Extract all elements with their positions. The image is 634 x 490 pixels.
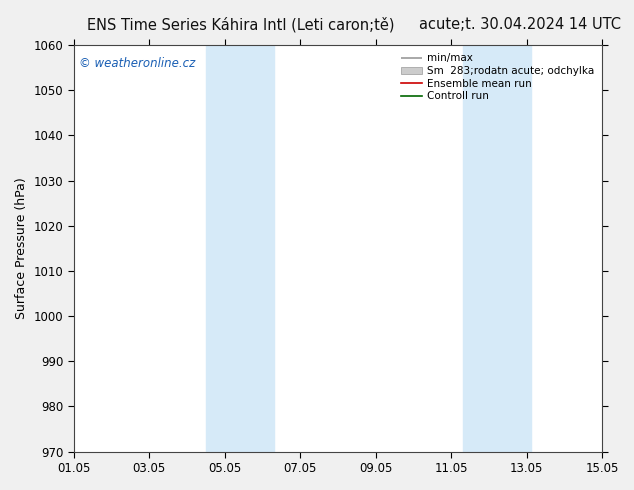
Text: ENS Time Series Káhira Intl (Leti caron;tě): ENS Time Series Káhira Intl (Leti caron;… xyxy=(87,17,395,33)
Text: © weatheronline.cz: © weatheronline.cz xyxy=(79,57,195,70)
Bar xyxy=(463,45,531,452)
Bar xyxy=(206,45,274,452)
Legend: min/max, Sm  283;rodatn acute; odchylka, Ensemble mean run, Controll run: min/max, Sm 283;rodatn acute; odchylka, … xyxy=(398,50,597,104)
Text: acute;t. 30.04.2024 14 UTC: acute;t. 30.04.2024 14 UTC xyxy=(419,17,621,32)
Y-axis label: Surface Pressure (hPa): Surface Pressure (hPa) xyxy=(15,177,28,319)
